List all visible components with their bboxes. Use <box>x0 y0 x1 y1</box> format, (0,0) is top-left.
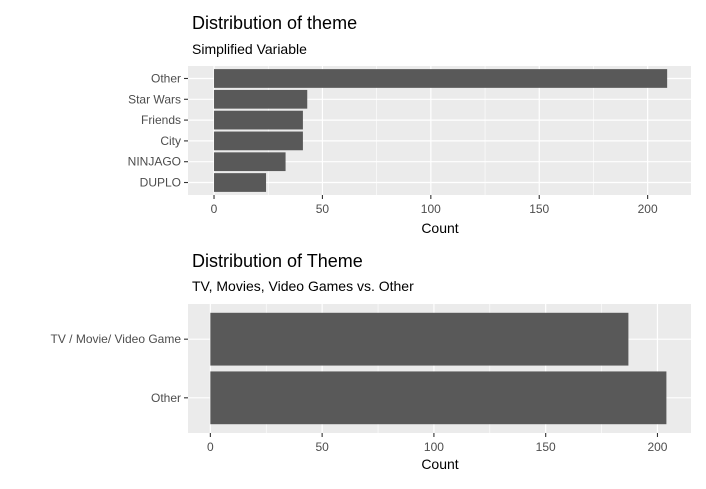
chart-title: Distribution of Theme <box>192 251 363 271</box>
x-tick-label: 50 <box>315 440 329 454</box>
x-tick-label: 0 <box>211 202 218 216</box>
bars <box>210 312 667 425</box>
bar <box>214 69 668 88</box>
bars <box>214 69 668 192</box>
chart-theme-simplified: Distribution of theme Simplified Variabl… <box>128 13 691 236</box>
y-tick-label: City <box>160 134 181 148</box>
x-axis-title: Count <box>421 456 458 472</box>
bar <box>210 312 629 366</box>
y-tick-label: Star Wars <box>128 92 181 106</box>
bar <box>214 173 267 192</box>
x-tick-label: 200 <box>638 202 658 216</box>
chart-title: Distribution of theme <box>192 13 357 33</box>
bar <box>214 89 308 109</box>
x-tick-label: 150 <box>536 440 556 454</box>
y-tick-label: Other <box>151 391 181 405</box>
x-axis-title: Count <box>421 220 458 236</box>
chart-subtitle: TV, Movies, Video Games vs. Other <box>192 278 414 294</box>
x-tick-label: 0 <box>207 440 214 454</box>
bar <box>214 131 303 151</box>
x-tick-label: 150 <box>529 202 549 216</box>
bar <box>210 371 667 425</box>
y-axis: Other Star Wars Friends City NINJAGO DUPLO <box>128 71 188 190</box>
x-tick-label: 200 <box>647 440 667 454</box>
chart-theme-tv-movies: Distribution of Theme TV, Movies, Video … <box>51 251 691 472</box>
y-tick-label: Other <box>151 71 181 85</box>
y-tick-label: DUPLO <box>140 176 181 190</box>
chart-subtitle: Simplified Variable <box>192 41 307 57</box>
y-tick-label: TV / Movie/ Video Game <box>51 332 182 346</box>
y-tick-label: NINJAGO <box>128 155 181 169</box>
bar <box>214 110 303 130</box>
x-axis: 0 50 100 150 200 <box>207 433 668 454</box>
bar <box>214 152 286 172</box>
x-tick-label: 100 <box>421 202 441 216</box>
y-axis: TV / Movie/ Video Game Other <box>51 332 188 405</box>
x-tick-label: 100 <box>424 440 444 454</box>
x-axis: 0 50 100 150 200 <box>211 195 658 216</box>
y-tick-label: Friends <box>141 113 181 127</box>
x-tick-label: 50 <box>316 202 330 216</box>
